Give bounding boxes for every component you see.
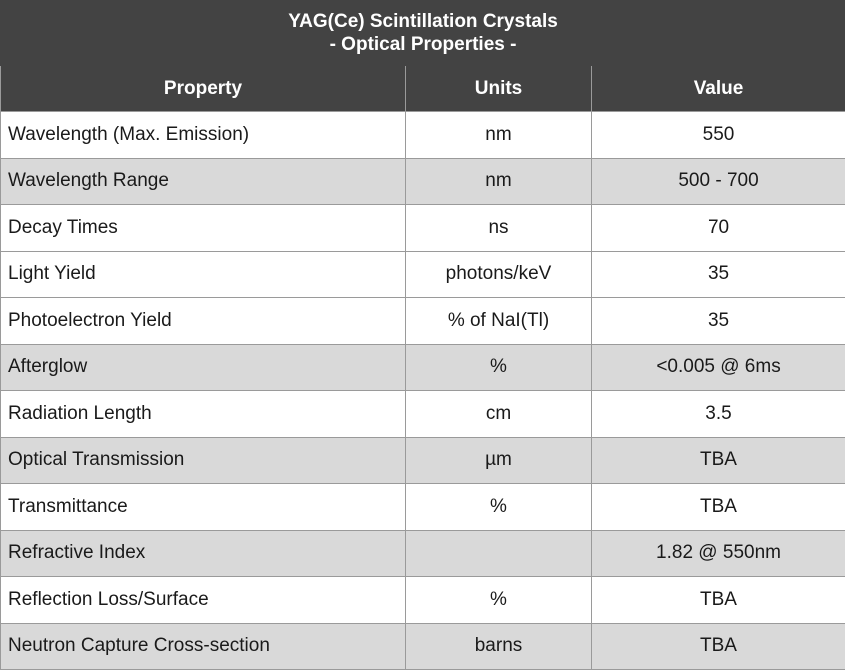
units-cell: photons/keV [405, 250, 592, 298]
units-cell: barns [405, 622, 592, 670]
units-cell [405, 529, 592, 577]
table-title: YAG(Ce) Scintillation Crystals - Optical… [0, 0, 845, 66]
property-cell: Wavelength (Max. Emission) [0, 111, 406, 159]
property-cell: Photoelectron Yield [0, 297, 406, 345]
table-row: Wavelength (Max. Emission) nm 550 [0, 111, 845, 159]
value-cell: 35 [590, 297, 845, 345]
table-row: Light Yield photons/keV 35 [0, 250, 845, 298]
value-cell: 1.82 @ 550nm [590, 529, 845, 577]
table-row: Radiation Length cm 3.5 [0, 390, 845, 438]
table-title-row: YAG(Ce) Scintillation Crystals - Optical… [0, 0, 845, 66]
units-cell: ns [405, 204, 592, 252]
property-cell: Refractive Index [0, 529, 406, 577]
property-cell: Neutron Capture Cross-section [0, 622, 406, 670]
value-cell: 550 [590, 111, 845, 159]
value-cell: TBA [590, 483, 845, 531]
table-row: Decay Times ns 70 [0, 204, 845, 252]
property-cell: Optical Transmission [0, 436, 406, 484]
units-cell: % of NaI(Tl) [405, 297, 592, 345]
column-header-value: Value [590, 65, 845, 112]
units-cell: % [405, 483, 592, 531]
table-row: Afterglow % <0.005 @ 6ms [0, 343, 845, 391]
table-row: Refractive Index 1.82 @ 550nm [0, 529, 845, 577]
value-cell: 500 - 700 [590, 157, 845, 205]
value-cell: 35 [590, 250, 845, 298]
value-cell: TBA [590, 436, 845, 484]
table-header-row: Property Units Value [0, 65, 845, 112]
table-title-line-2: - Optical Properties - [329, 34, 517, 55]
units-cell: cm [405, 390, 592, 438]
table-title-line-1: YAG(Ce) Scintillation Crystals [288, 11, 558, 32]
property-cell: Afterglow [0, 343, 406, 391]
table-row: Photoelectron Yield % of NaI(Tl) 35 [0, 297, 845, 345]
property-cell: Transmittance [0, 483, 406, 531]
units-cell: % [405, 576, 592, 624]
value-cell: TBA [590, 622, 845, 670]
table-row: Neutron Capture Cross-section barns TBA [0, 622, 845, 670]
units-cell: % [405, 343, 592, 391]
property-cell: Light Yield [0, 250, 406, 298]
value-cell: 3.5 [590, 390, 845, 438]
property-cell: Wavelength Range [0, 157, 406, 205]
value-cell: TBA [590, 576, 845, 624]
units-cell: nm [405, 111, 592, 159]
table-row: Optical Transmission µm TBA [0, 436, 845, 484]
value-cell: 70 [590, 204, 845, 252]
table-row: Wavelength Range nm 500 - 700 [0, 157, 845, 205]
property-cell: Reflection Loss/Surface [0, 576, 406, 624]
units-cell: µm [405, 436, 592, 484]
property-cell: Radiation Length [0, 390, 406, 438]
property-cell: Decay Times [0, 204, 406, 252]
column-header-property: Property [0, 65, 406, 112]
table-row: Transmittance % TBA [0, 483, 845, 531]
column-header-units: Units [405, 65, 592, 112]
units-cell: nm [405, 157, 592, 205]
value-cell: <0.005 @ 6ms [590, 343, 845, 391]
table-row: Reflection Loss/Surface % TBA [0, 576, 845, 624]
